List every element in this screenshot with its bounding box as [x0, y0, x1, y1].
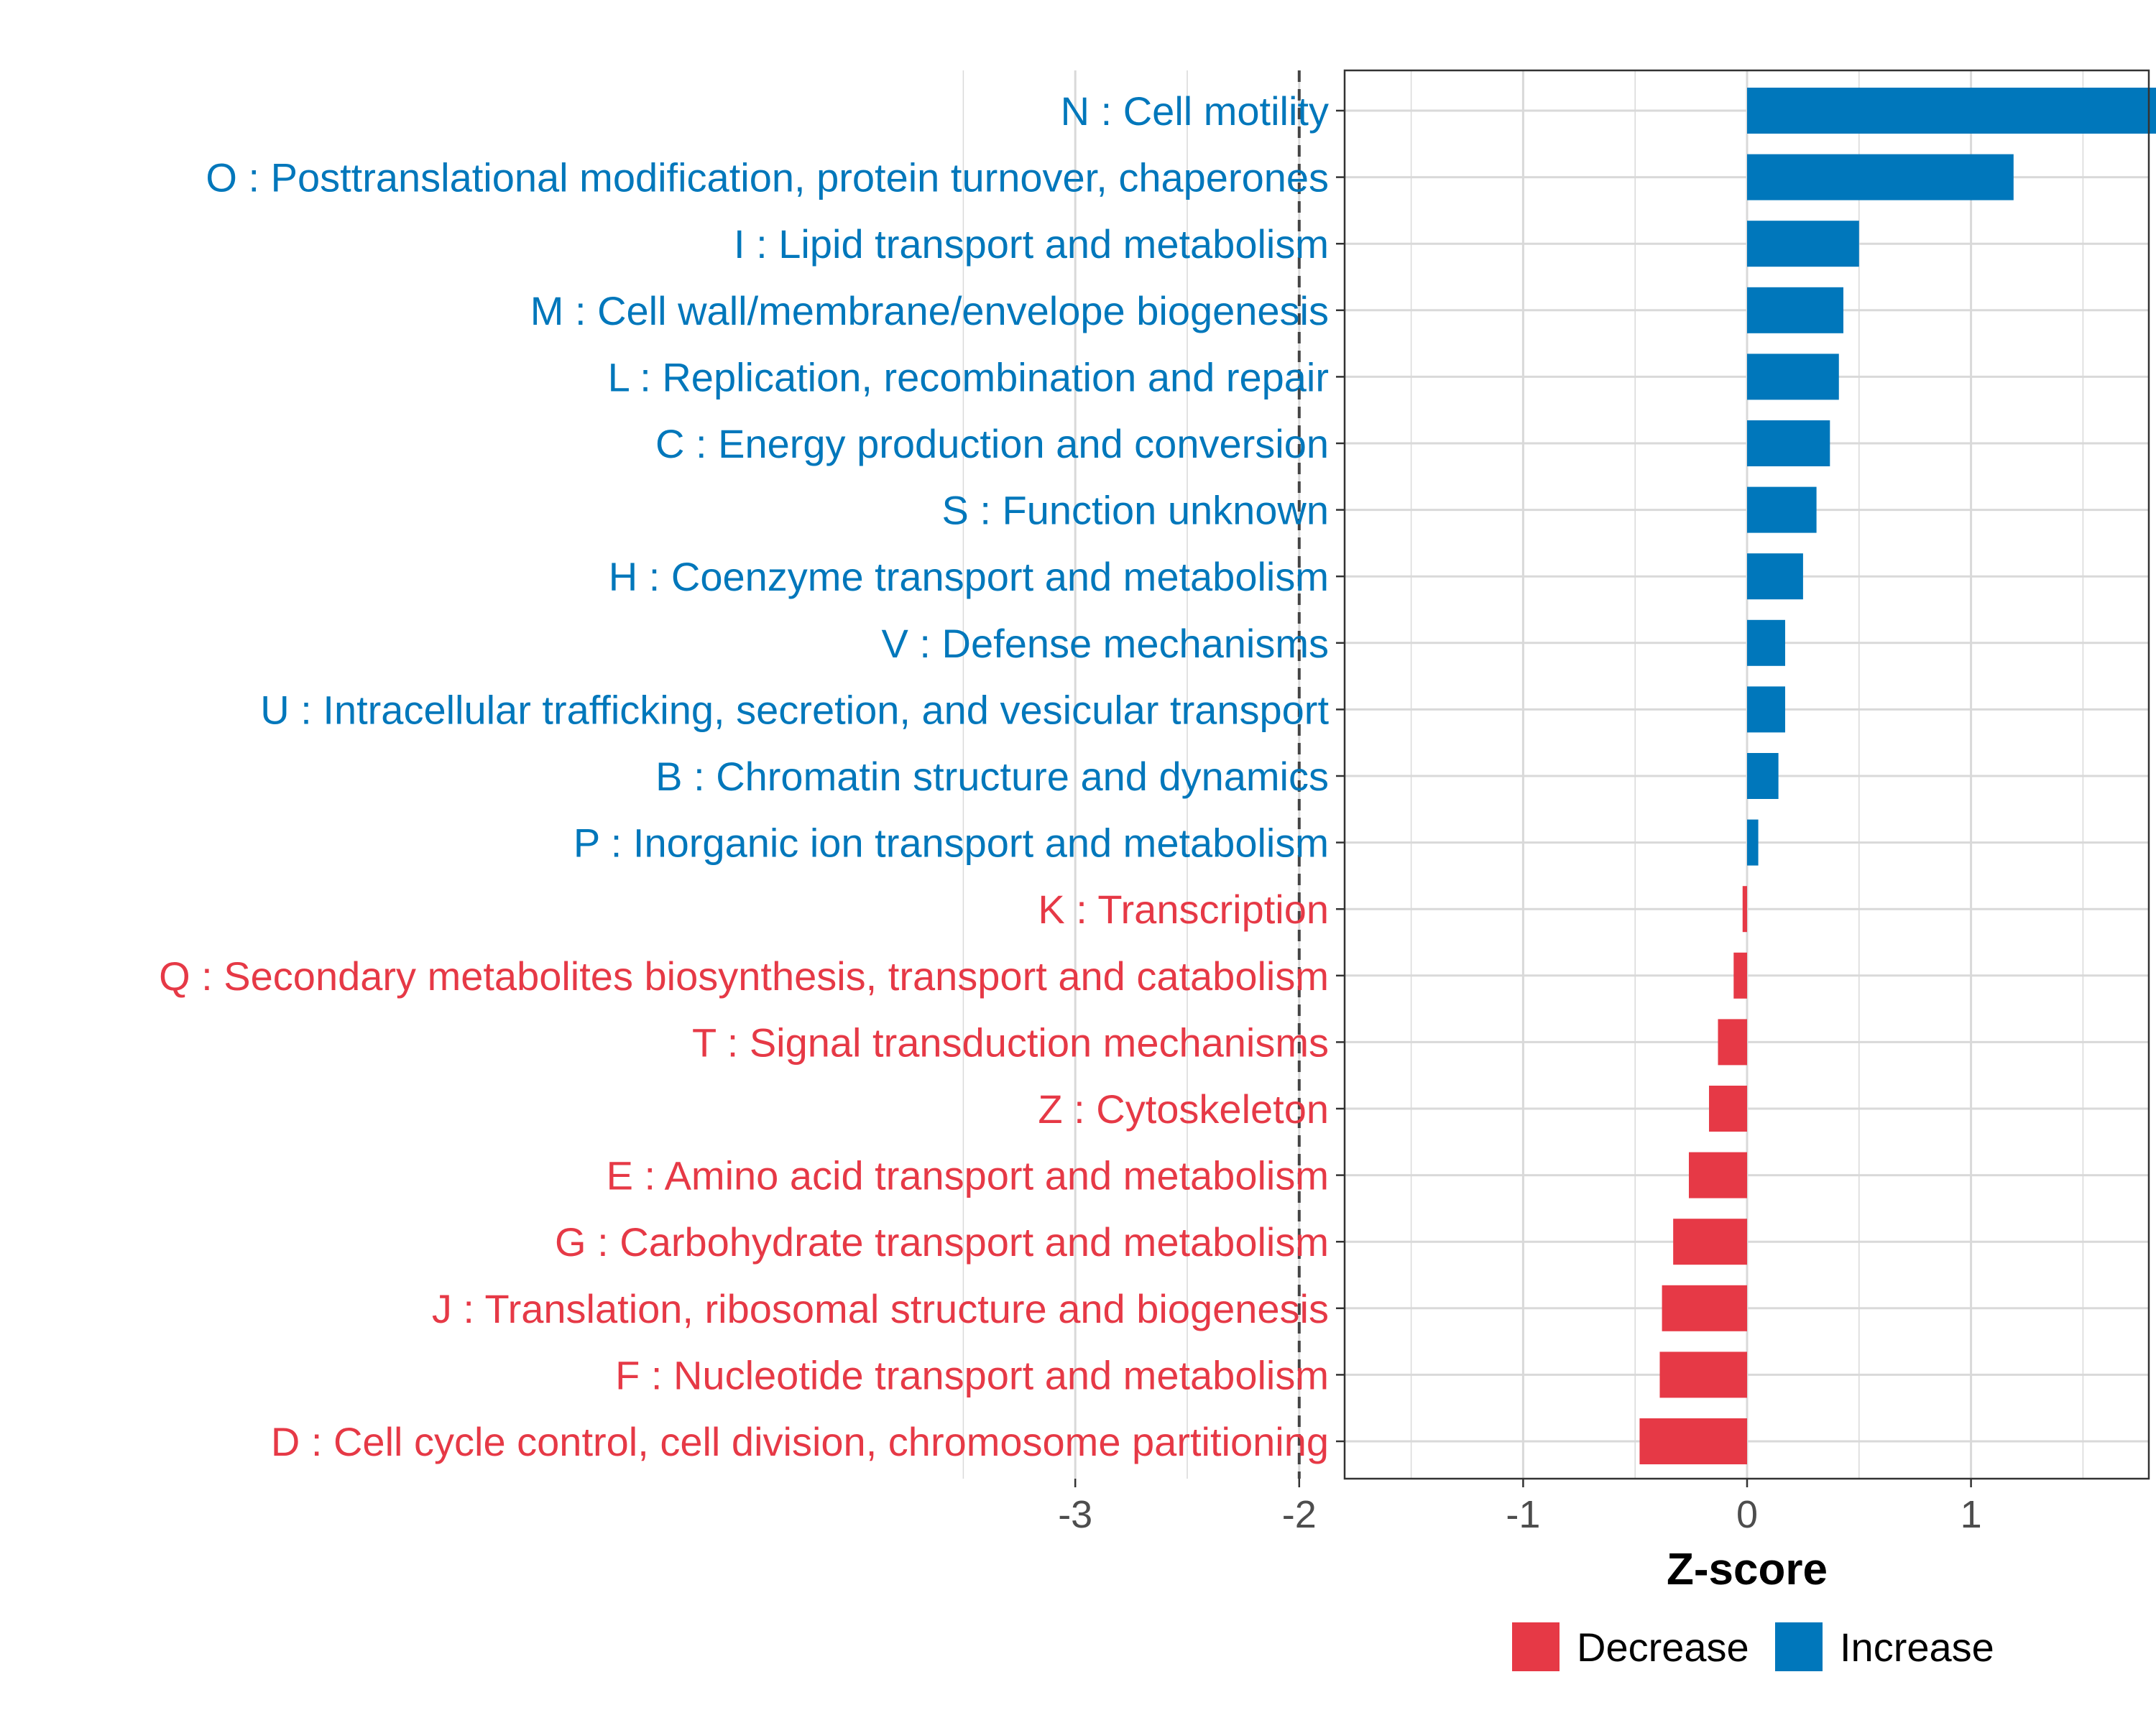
bar-u [1747, 686, 1785, 733]
bar-s [1747, 486, 1817, 533]
legend-swatch-increase [1775, 1622, 1823, 1671]
legend-swatch-decrease [1512, 1622, 1560, 1671]
category-label: M : Cell wall/membrane/envelope biogenes… [530, 288, 1329, 333]
bar-l [1747, 354, 1839, 400]
category-label: F : Nucleotide transport and metabolism [615, 1352, 1329, 1397]
bar-p [1747, 819, 1759, 866]
bar-g [1673, 1219, 1747, 1265]
bar-k [1742, 886, 1747, 933]
bar-z [1709, 1086, 1747, 1132]
bar-d [1639, 1418, 1747, 1464]
bar-j [1662, 1285, 1747, 1331]
category-label: I : Lipid transport and metabolism [734, 221, 1329, 267]
bar-c [1747, 420, 1830, 466]
bar-h [1747, 553, 1803, 600]
y-axis-labels: N : Cell motility O : Posttranslational m… [159, 88, 1329, 1464]
legend-label-increase: Increase [1840, 1625, 1994, 1670]
category-label: L : Replication, recombination and repai… [608, 354, 1329, 399]
reference-lines [1297, 70, 1301, 1479]
x-tick-label: 1 [1961, 1493, 1982, 1536]
category-label: S : Function unknown [941, 488, 1329, 533]
bar-n [1747, 88, 2156, 134]
bar-o [1747, 154, 2014, 200]
x-tick-label: 0 [1736, 1493, 1758, 1536]
x-axis-tick-labels: -3-2-10123 [1058, 1493, 1982, 1536]
category-label: V : Defense mechanisms [882, 621, 1329, 666]
legend-label-decrease: Decrease [1577, 1625, 1749, 1670]
category-label: C : Energy production and conversion [655, 421, 1329, 466]
bar-b [1747, 753, 1779, 799]
x-tick-label: -3 [1058, 1493, 1092, 1536]
category-label: T : Signal transduction mechanisms [692, 1020, 1329, 1065]
x-axis-title: Z-score [1667, 1545, 1828, 1594]
category-label: H : Coenzyme transport and metabolism [609, 554, 1329, 599]
bar-q [1733, 952, 1747, 999]
bars [1639, 88, 2156, 1464]
category-label: J : Translation, ribosomal structure and… [432, 1286, 1329, 1331]
category-label: U : Intracellular trafficking, secretion… [260, 687, 1329, 732]
bar-f [1659, 1352, 1747, 1398]
bar-m [1747, 287, 1843, 333]
x-tick-label: -2 [1282, 1493, 1317, 1536]
x-tick-label: -1 [1506, 1493, 1540, 1536]
category-label: K : Transcription [1038, 887, 1329, 932]
y-axis-ticks [1336, 109, 1345, 1443]
category-label: E : Amino acid transport and metabolism [607, 1153, 1329, 1198]
category-label: Z : Cytoskeleton [1038, 1086, 1329, 1132]
category-label: Q : Secondary metabolites biosynthesis, … [159, 953, 1329, 999]
category-label: P : Inorganic ion transport and metaboli… [573, 821, 1329, 866]
bar-v [1747, 619, 1785, 666]
bar-e [1688, 1152, 1747, 1198]
bar-i [1747, 221, 1859, 267]
category-label: D : Cell cycle control, cell division, c… [271, 1419, 1329, 1464]
category-label: O : Posttranslational modification, prot… [206, 155, 1329, 200]
legend: Decrease Increase [1512, 1622, 1994, 1671]
category-label: B : Chromatin structure and dynamics [655, 754, 1329, 799]
bar-t [1718, 1019, 1747, 1066]
x-axis-ticks [1074, 1479, 1972, 1487]
category-label: N : Cell motility [1061, 88, 1329, 134]
category-label: G : Carbohydrate transport and metabolis… [555, 1219, 1329, 1265]
